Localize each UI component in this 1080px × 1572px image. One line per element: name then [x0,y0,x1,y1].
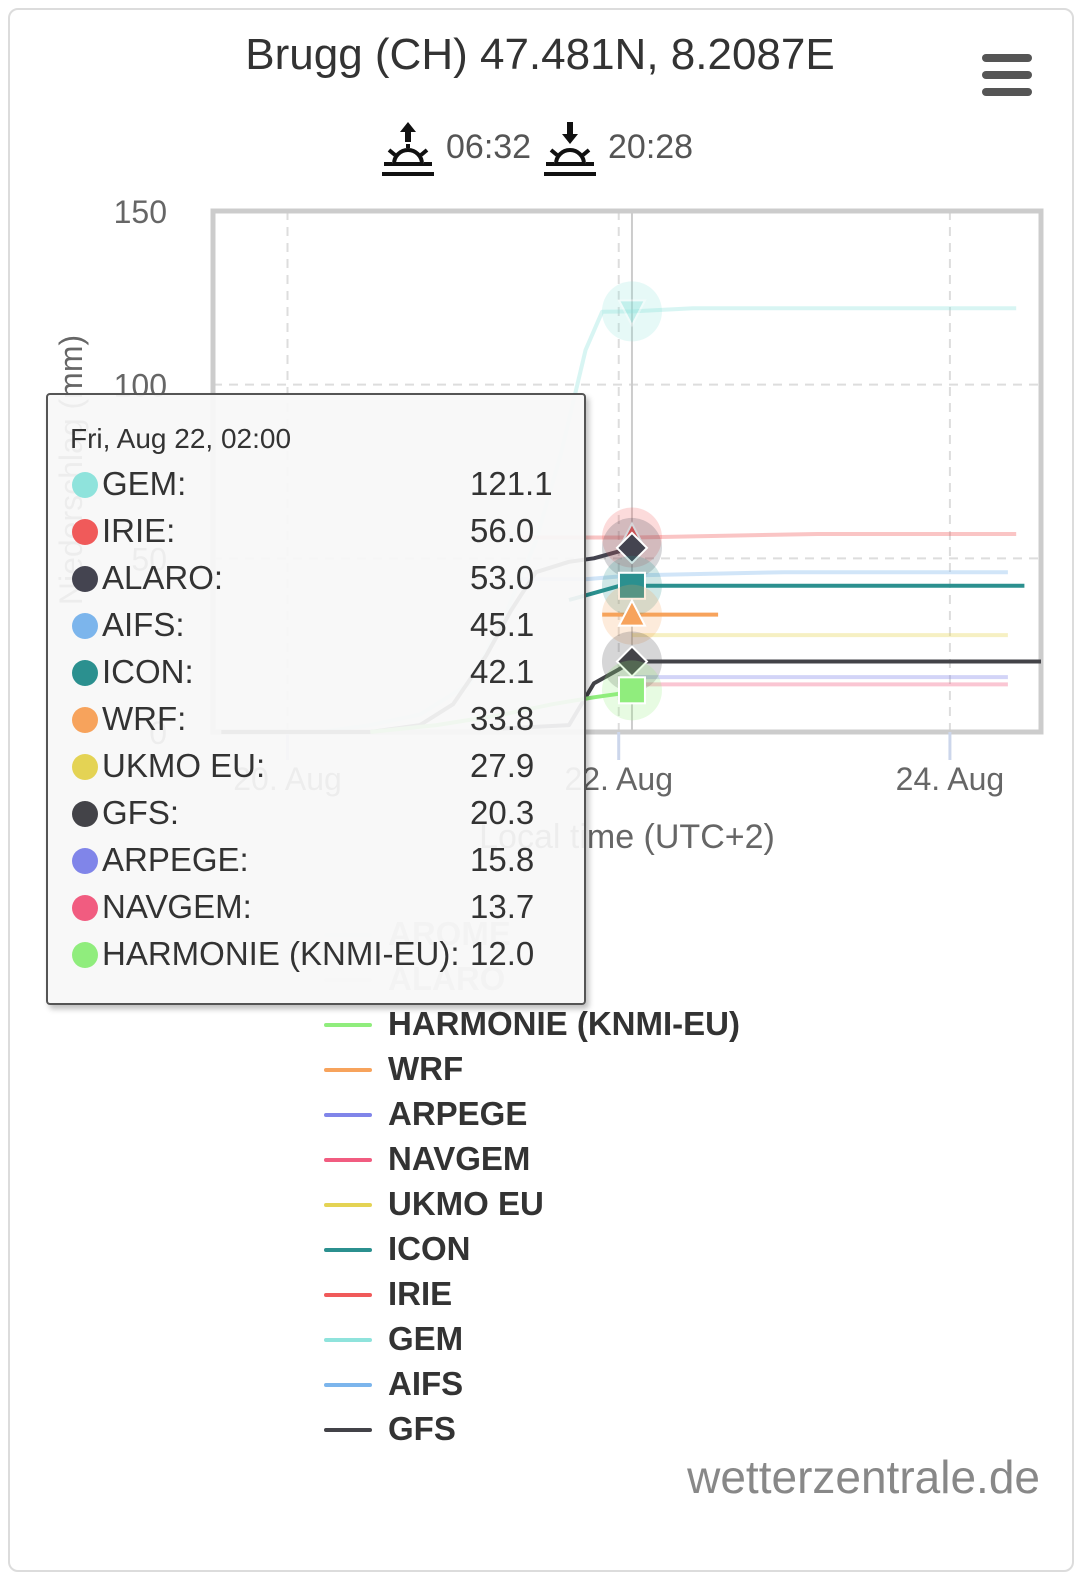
chart-title: Brugg (CH) 47.481N, 8.2087E [245,30,835,79]
data-point-marker [617,598,647,627]
tooltip-series-name: NAVGEM: [102,888,252,925]
legend-line-symbol [324,1113,372,1117]
series-color-dot [72,942,98,968]
sunrise-icon [382,122,434,176]
tooltip-row: WRF: 33.8 [70,700,570,740]
series-color-dot [72,801,98,827]
legend-label: UKMO EU [388,1185,544,1222]
tooltip-row: HARMONIE (KNMI-EU): 12.0 [70,935,570,975]
tooltip-series-value: 56.0 [470,512,535,549]
sunset-icon [544,122,596,176]
legend-line-symbol [324,1023,372,1027]
x-tick-label: 24. Aug [896,761,1005,797]
legend-line-symbol [324,1068,372,1072]
series-color-dot [72,613,98,639]
tooltip-series-value: 42.1 [470,653,535,690]
legend-label: AIFS [388,1365,464,1402]
data-point-marker [617,676,646,705]
series-color-dot [72,519,98,545]
chart-tooltip: Fri, Aug 22, 02:00 GEM: 121.1 IRIE: 56.0 ALA… [46,393,586,1005]
legend-label: GFS [388,1410,456,1447]
tooltip-series-name: HARMONIE (KNMI-EU): [102,935,460,972]
tooltip-series-value: 121.1 [470,465,553,502]
legend-line-symbol [324,1428,372,1432]
series-color-dot [72,895,98,921]
series-color-dot [72,566,98,592]
tooltip-row: ALARO: 53.0 [70,559,570,599]
tooltip-series-name: AIFS: [102,606,185,643]
legend-line-symbol [324,1383,372,1387]
tooltip-series-value: 53.0 [470,559,535,596]
menu-icon-bar [982,71,1032,79]
legend-label: ICON [388,1230,471,1267]
sunrise-time: 06:32 [446,128,532,166]
tooltip-row: IRIE: 56.0 [70,512,570,552]
series-line [519,570,1008,582]
tooltip-row: UKMO EU: 27.9 [70,747,570,787]
y-tick-label: 150 [114,194,167,230]
tooltip-row: ICON: 42.1 [70,653,570,693]
context-menu-button[interactable] [976,52,1038,98]
data-point-marker [615,531,649,565]
series-color-dot [72,660,98,686]
tooltip-series-value: 45.1 [470,606,535,643]
tooltip-series-value: 20.3 [470,794,535,831]
tooltip-row: GEM: 121.1 [70,465,570,505]
sunset-time: 20:28 [608,128,694,166]
tooltip-series-name: UKMO EU: [102,747,266,784]
series-color-dot [72,848,98,874]
tooltip-row: AIFS: 45.1 [70,606,570,646]
tooltip-row: NAVGEM: 13.7 [70,888,570,928]
legend-line-symbol [324,1158,372,1162]
series-color-dot [72,707,98,733]
tooltip-series-name: IRIE: [102,512,176,549]
tooltip-header: Fri, Aug 22, 02:00 [70,423,292,454]
tooltip-series-value: 15.8 [470,841,535,878]
legend-label: NAVGEM [388,1140,531,1177]
tooltip-series-value: 12.0 [470,935,535,972]
legend-line-symbol [324,1338,372,1342]
tooltip-series-value: 27.9 [470,747,535,784]
legend-label: HARMONIE (KNMI-EU) [388,1005,740,1042]
series-color-dot [72,472,98,498]
watermark: wetterzentrale.de [687,1451,1040,1503]
tooltip-series-value: 33.8 [470,700,535,737]
tooltip-row: ARPEGE: 15.8 [70,841,570,881]
legend-label: GEM [388,1320,464,1357]
series-color-dot [72,754,98,780]
tooltip-series-value: 13.7 [470,888,535,925]
legend-line-symbol [324,1248,372,1252]
legend-label: IRIE [388,1275,453,1312]
menu-icon [982,54,1032,62]
legend-line-symbol [324,1293,372,1297]
tooltip-series-name: ALARO: [102,559,224,596]
legend-line-symbol [324,1203,372,1207]
data-point-marker [617,571,646,600]
legend-label: ARPEGE [388,1095,528,1132]
tooltip-series-name: ARPEGE: [102,841,249,878]
tooltip-row: GFS: 20.3 [70,794,570,834]
series-line [519,532,1017,540]
menu-icon-bar [982,88,1032,96]
tooltip-series-name: GFS: [102,794,180,831]
data-point-marker [617,299,647,328]
marker-halo [601,281,662,342]
tooltip-series-name: WRF: [102,700,187,737]
tooltip-series-name: GEM: [102,465,187,502]
tooltip-series-name: ICON: [102,653,194,690]
legend-label: WRF [388,1050,464,1087]
